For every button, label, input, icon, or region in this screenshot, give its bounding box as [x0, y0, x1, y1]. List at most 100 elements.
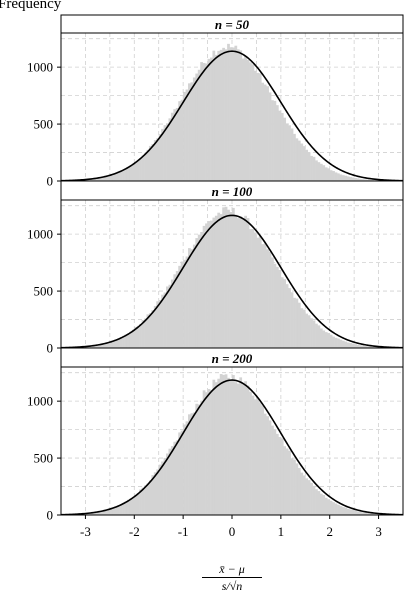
- histogram-bar: [302, 475, 306, 515]
- histogram-bar: [114, 173, 118, 181]
- histogram-bar: [244, 215, 247, 348]
- histogram-bar: [100, 344, 103, 348]
- histogram-bar: [280, 112, 284, 181]
- histogram-bar: [337, 338, 340, 348]
- histogram-bar: [275, 266, 279, 348]
- histogram-bar: [322, 165, 326, 181]
- histogram-bar: [210, 57, 213, 181]
- histogram-bar: [163, 457, 167, 515]
- y-axis-label: Frequency: [0, 0, 62, 12]
- histogram-bar: [236, 383, 240, 515]
- histogram-bar: [268, 420, 272, 515]
- histogram-bar: [219, 374, 223, 515]
- histogram-bar: [224, 206, 228, 348]
- histogram-bar: [234, 214, 238, 348]
- histogram-bar: [109, 175, 113, 181]
- histogram-bar: [332, 336, 335, 348]
- histogram-bar: [371, 179, 374, 181]
- histogram-bar: [232, 47, 235, 181]
- histogram-bar: [104, 342, 108, 348]
- histogram-bar: [87, 513, 91, 515]
- histogram-bar: [349, 509, 352, 515]
- histogram-bar: [192, 244, 196, 348]
- histogram-bar: [200, 400, 203, 515]
- histogram-bar: [356, 511, 360, 515]
- histogram-bar: [256, 237, 260, 348]
- histogram-bar: [168, 448, 172, 515]
- histogram-bar: [258, 402, 262, 515]
- histogram-bar: [107, 509, 111, 515]
- normal-curve: [60, 50, 404, 182]
- histogram-bar: [249, 391, 252, 515]
- histogram-bar: [117, 338, 120, 348]
- x-tick-label: 2: [326, 524, 333, 539]
- histogram-bar: [249, 62, 252, 181]
- y-tick-label: 500: [34, 451, 54, 466]
- y-tick-label: 0: [47, 174, 54, 189]
- histogram-bar: [180, 430, 184, 515]
- histogram-bar: [144, 485, 147, 515]
- histogram-bar: [202, 390, 206, 515]
- histogram-bar: [241, 58, 245, 181]
- histogram-bar: [158, 464, 162, 515]
- histogram-bar: [239, 377, 243, 515]
- y-tick-label: 1000: [27, 394, 53, 409]
- histogram-bar: [251, 64, 255, 181]
- histogram-bar: [219, 49, 223, 182]
- histogram-bar: [329, 500, 333, 515]
- histogram-bar: [95, 345, 98, 348]
- histogram-bar: [280, 277, 284, 348]
- histogram-bar: [253, 70, 257, 181]
- histogram-bar: [322, 494, 326, 515]
- normal-curve: [60, 214, 404, 349]
- histogram-bar: [190, 249, 194, 348]
- histogram-bar: [244, 56, 247, 182]
- histogram-bar: [288, 450, 291, 515]
- histogram-bar: [361, 345, 365, 348]
- histogram-bar: [222, 47, 225, 182]
- histogram-bar: [300, 143, 304, 181]
- histogram-bar: [293, 133, 296, 181]
- histogram-bar: [278, 269, 282, 348]
- histogram-bar: [307, 152, 311, 181]
- histogram-bar: [236, 218, 240, 348]
- histogram-bar: [107, 342, 111, 348]
- histogram-bar: [371, 513, 374, 515]
- histogram-bar: [170, 112, 174, 181]
- histogram-bar: [102, 343, 106, 348]
- histogram-bar: [234, 382, 238, 515]
- histogram-bar: [341, 340, 345, 348]
- histogram-bar: [319, 163, 323, 181]
- histogram-bar: [361, 512, 365, 515]
- histogram-bar: [295, 463, 299, 515]
- histogram-bar: [122, 335, 125, 348]
- histogram-bar: [363, 512, 367, 515]
- histogram-bar: [332, 171, 335, 181]
- y-tick-label: 500: [34, 117, 54, 132]
- histogram-bar: [95, 178, 98, 181]
- histogram-bar: [224, 49, 228, 181]
- histogram-bar: [202, 225, 206, 348]
- x-axis-label-denominator: s/√n: [221, 579, 243, 593]
- histogram-bar: [122, 170, 125, 181]
- histogram-bar: [317, 162, 321, 181]
- histogram-bar: [219, 214, 223, 348]
- y-tick-label: 0: [47, 341, 54, 356]
- histogram-bar: [129, 165, 133, 181]
- histogram-bar: [285, 284, 289, 348]
- histogram-bar: [166, 453, 169, 515]
- x-tick-label: -3: [80, 524, 91, 539]
- x-tick-label: -1: [178, 524, 189, 539]
- histogram-bar: [246, 59, 250, 181]
- histogram-bar: [126, 333, 130, 348]
- histogram-bar: [349, 176, 352, 181]
- x-tick-label: -2: [129, 524, 140, 539]
- histogram-bar: [178, 101, 181, 181]
- histogram-bar: [368, 346, 372, 348]
- histogram-bar: [141, 320, 145, 348]
- histogram-bar: [359, 511, 362, 515]
- histogram-bar: [261, 244, 265, 348]
- histogram-bar: [173, 274, 177, 348]
- histogram-bar: [300, 308, 304, 348]
- histogram-bar: [268, 251, 272, 348]
